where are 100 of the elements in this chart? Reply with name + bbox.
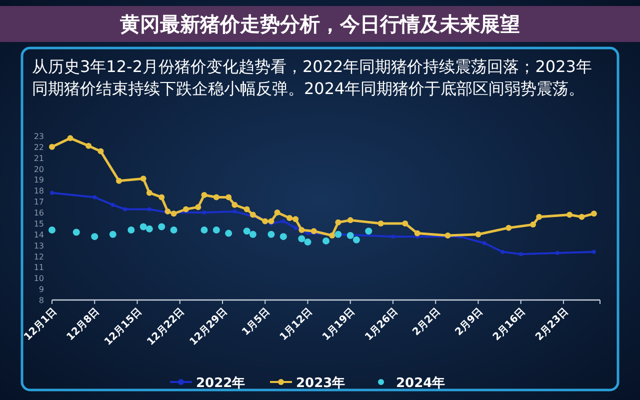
legend-label: 2024年 bbox=[396, 376, 446, 391]
y-tick-label: 18 bbox=[34, 186, 44, 196]
point bbox=[67, 135, 74, 142]
y-tick-label: 17 bbox=[34, 198, 44, 207]
point bbox=[335, 219, 342, 226]
point bbox=[116, 178, 122, 184]
point bbox=[482, 241, 486, 246]
point bbox=[578, 214, 585, 220]
point bbox=[352, 236, 360, 244]
point bbox=[213, 194, 220, 200]
point bbox=[147, 207, 152, 212]
x-tick-label: 2月16日 bbox=[491, 306, 528, 343]
point bbox=[140, 176, 146, 182]
point bbox=[347, 217, 354, 224]
point bbox=[329, 232, 336, 238]
point bbox=[298, 227, 305, 234]
y-tick-label: 19 bbox=[34, 176, 44, 185]
point bbox=[555, 250, 560, 255]
x-tick-label: 1月19日 bbox=[320, 306, 358, 343]
point bbox=[200, 226, 208, 234]
point bbox=[475, 231, 482, 238]
y-tick-label: 21 bbox=[34, 154, 44, 163]
point bbox=[444, 232, 451, 238]
x-tick-label: 12月22日 bbox=[145, 306, 187, 348]
point bbox=[274, 210, 280, 216]
point bbox=[280, 233, 287, 240]
x-tick-label: 1月12日 bbox=[278, 306, 315, 343]
point bbox=[414, 230, 420, 236]
point bbox=[212, 226, 220, 234]
point bbox=[232, 202, 238, 208]
point bbox=[170, 210, 177, 217]
x-tick-label: 2月2日 bbox=[410, 306, 443, 338]
x-tick-label: 2月23日 bbox=[534, 306, 571, 343]
y-tick-label: 20 bbox=[34, 164, 44, 174]
point bbox=[146, 190, 152, 196]
point bbox=[243, 228, 250, 235]
y-tick-label: 15 bbox=[34, 219, 44, 228]
point bbox=[244, 206, 250, 212]
x-tick-label: 12月8日 bbox=[64, 306, 102, 343]
y-tick-label: 9 bbox=[38, 285, 44, 294]
point bbox=[346, 232, 354, 239]
point bbox=[500, 250, 505, 254]
point bbox=[365, 228, 372, 235]
point bbox=[292, 216, 299, 222]
legend-label: 2022年 bbox=[196, 376, 246, 391]
point bbox=[334, 230, 342, 238]
point bbox=[506, 224, 512, 231]
point bbox=[86, 142, 92, 149]
point bbox=[49, 144, 55, 150]
point bbox=[182, 206, 189, 212]
point bbox=[402, 220, 408, 226]
point bbox=[530, 222, 536, 228]
point bbox=[378, 220, 384, 226]
y-tick-label: 13 bbox=[34, 241, 44, 250]
point bbox=[92, 195, 97, 200]
point bbox=[128, 226, 135, 234]
point bbox=[48, 226, 56, 234]
point bbox=[146, 225, 153, 232]
point bbox=[158, 223, 166, 230]
point bbox=[123, 207, 128, 212]
y-tick-label: 10 bbox=[34, 274, 44, 284]
point bbox=[304, 238, 312, 246]
point bbox=[72, 228, 80, 236]
point bbox=[158, 194, 165, 200]
point bbox=[164, 208, 171, 214]
point bbox=[170, 226, 178, 234]
point bbox=[294, 226, 298, 230]
point bbox=[249, 230, 256, 238]
point bbox=[201, 192, 208, 198]
legend-label: 2023年 bbox=[296, 376, 346, 391]
point bbox=[91, 233, 98, 240]
point bbox=[232, 209, 237, 214]
point bbox=[109, 230, 116, 238]
point bbox=[110, 202, 115, 207]
point bbox=[518, 252, 523, 256]
point bbox=[310, 228, 317, 234]
x-tick-label: 12月29日 bbox=[188, 306, 230, 348]
y-tick-label: 23 bbox=[34, 132, 44, 141]
point bbox=[50, 190, 54, 195]
x-tick-label: 1月26日 bbox=[363, 306, 400, 343]
point bbox=[202, 210, 206, 215]
point bbox=[390, 234, 395, 239]
y-tick-label: 8 bbox=[38, 296, 44, 305]
point bbox=[250, 212, 256, 218]
x-tick-label: 12月1日 bbox=[22, 306, 60, 343]
point bbox=[322, 237, 330, 244]
point bbox=[195, 204, 202, 210]
point bbox=[306, 231, 310, 236]
point bbox=[286, 215, 292, 221]
point bbox=[98, 148, 104, 154]
y-tick-label: 14 bbox=[34, 230, 44, 240]
point bbox=[281, 219, 286, 224]
point bbox=[590, 210, 597, 217]
point bbox=[226, 194, 232, 200]
x-tick-label: 1月5日 bbox=[240, 306, 272, 338]
y-tick-label: 16 bbox=[34, 208, 44, 218]
x-tick-label: 12月15日 bbox=[102, 306, 144, 348]
point bbox=[592, 250, 596, 254]
chart-subtitle: 从历史3年12-2月份猪价变化趋势看，2022年同期猪价持续震荡回落；2023年同期猪价结束持续下跌企稳小幅反弹。2024年同期猪价于底部区间弱势震荡。 bbox=[32, 57, 592, 98]
point bbox=[536, 214, 542, 220]
